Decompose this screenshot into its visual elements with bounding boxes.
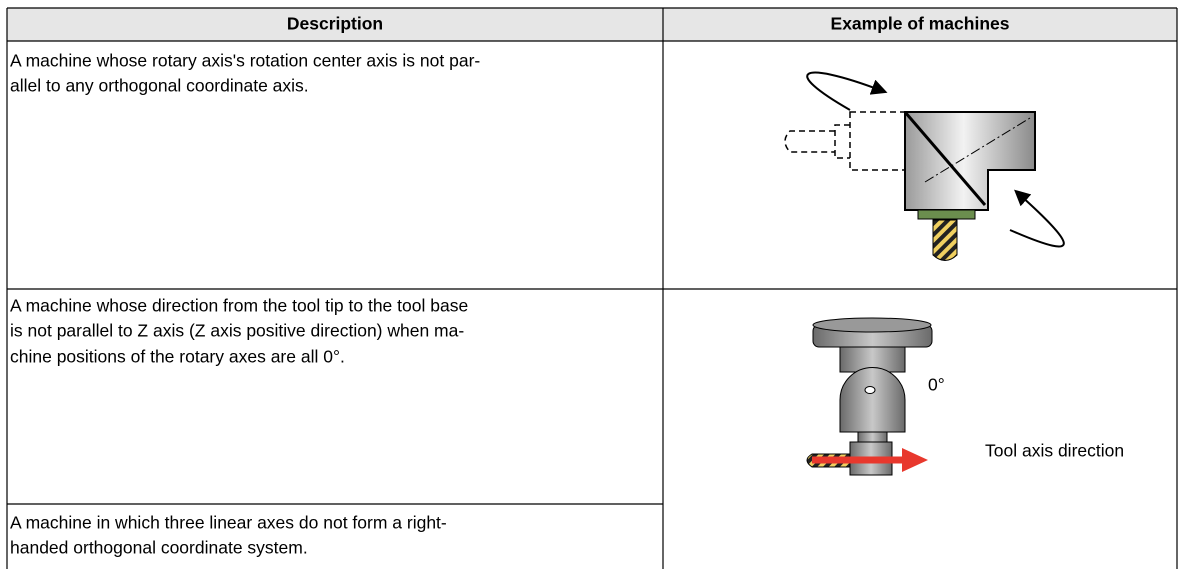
table-grid	[6, 7, 1178, 569]
cell-text: A machine whose rotary axis's rotation c…	[10, 51, 480, 71]
cell-text: A machine whose direction from the tool …	[10, 296, 468, 316]
cell-text: chine positions of the rotary axes are a…	[10, 347, 345, 367]
cell-text: allel to any orthogonal coordinate axis.	[10, 76, 309, 96]
cell-text: A machine in which three linear axes do …	[10, 513, 447, 533]
cell-text: handed orthogonal coordinate system.	[10, 538, 308, 558]
cell-text: is not parallel to Z axis (Z axis positi…	[10, 321, 464, 341]
figure-inclined-head	[784, 71, 1065, 261]
figure-tool-axis	[806, 317, 933, 476]
header-bg	[7, 8, 1177, 41]
header-cell: Description	[287, 14, 383, 34]
figure-label: Tool axis direction	[985, 441, 1124, 461]
figure-label: 0°	[928, 375, 945, 395]
header-cell: Example of machines	[831, 14, 1010, 34]
